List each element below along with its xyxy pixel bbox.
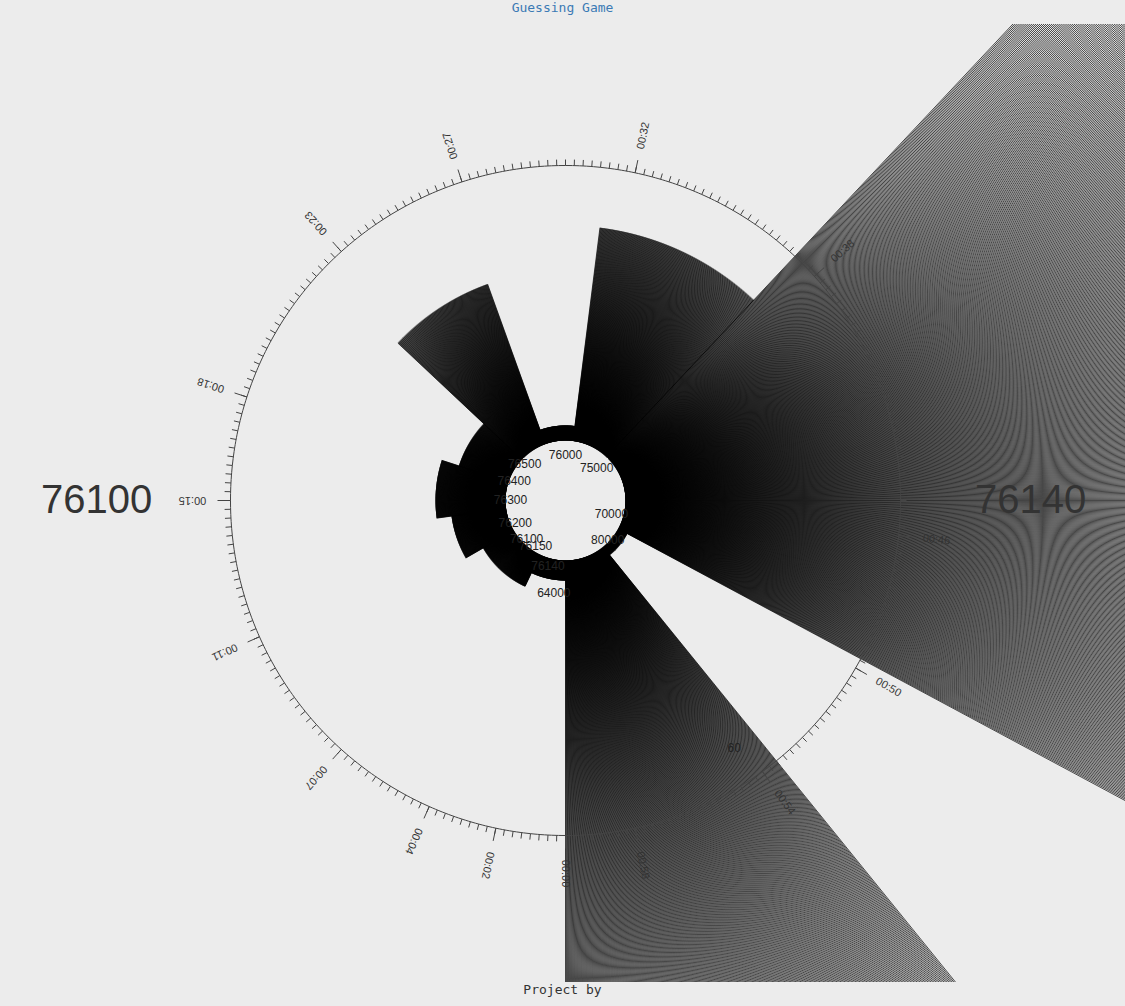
svg-text:76400: 76400 bbox=[497, 474, 531, 488]
svg-text:76000: 76000 bbox=[549, 448, 583, 462]
svg-text:00:11: 00:11 bbox=[210, 642, 239, 664]
svg-text:76140: 76140 bbox=[975, 477, 1086, 521]
svg-text:00:18: 00:18 bbox=[196, 376, 226, 396]
svg-text:76150: 76150 bbox=[518, 539, 553, 554]
svg-text:76300: 76300 bbox=[494, 493, 528, 507]
svg-text:00:46: 00:46 bbox=[922, 532, 951, 547]
svg-text:76500: 76500 bbox=[508, 457, 542, 471]
svg-text:00:50: 00:50 bbox=[874, 675, 904, 699]
svg-text:60: 60 bbox=[727, 741, 741, 755]
svg-text:00:27: 00:27 bbox=[440, 131, 460, 161]
html-text:Guessing Game: Guessing Game bbox=[511, 0, 614, 15]
svg-text:76100: 76100 bbox=[41, 477, 152, 521]
svg-text:00:23: 00:23 bbox=[302, 209, 329, 237]
svg-text:00:00: 00:00 bbox=[560, 860, 572, 888]
svg-text:00:38: 00:38 bbox=[828, 237, 856, 264]
svg-text:76100: 76100 bbox=[510, 532, 544, 546]
svg-text:00:04: 00:04 bbox=[403, 826, 425, 856]
svg-text:00:15: 00:15 bbox=[179, 495, 207, 507]
svg-text:00:54: 00:54 bbox=[772, 787, 798, 816]
svg-text:00:58: 00:58 bbox=[635, 851, 652, 880]
svg-text:00:02: 00:02 bbox=[480, 851, 497, 880]
svg-text:76200: 76200 bbox=[499, 516, 533, 530]
svg-text:80000: 80000 bbox=[591, 533, 625, 547]
svg-text:70000: 70000 bbox=[595, 507, 629, 521]
html-text:Project by: Project by bbox=[523, 982, 602, 997]
svg-text:75000: 75000 bbox=[580, 461, 614, 475]
svg-text:00:07: 00:07 bbox=[303, 764, 330, 792]
svg-text:76140: 76140 bbox=[531, 559, 565, 573]
svg-text:00:32: 00:32 bbox=[634, 121, 651, 150]
svg-text:64000: 64000 bbox=[537, 586, 571, 600]
